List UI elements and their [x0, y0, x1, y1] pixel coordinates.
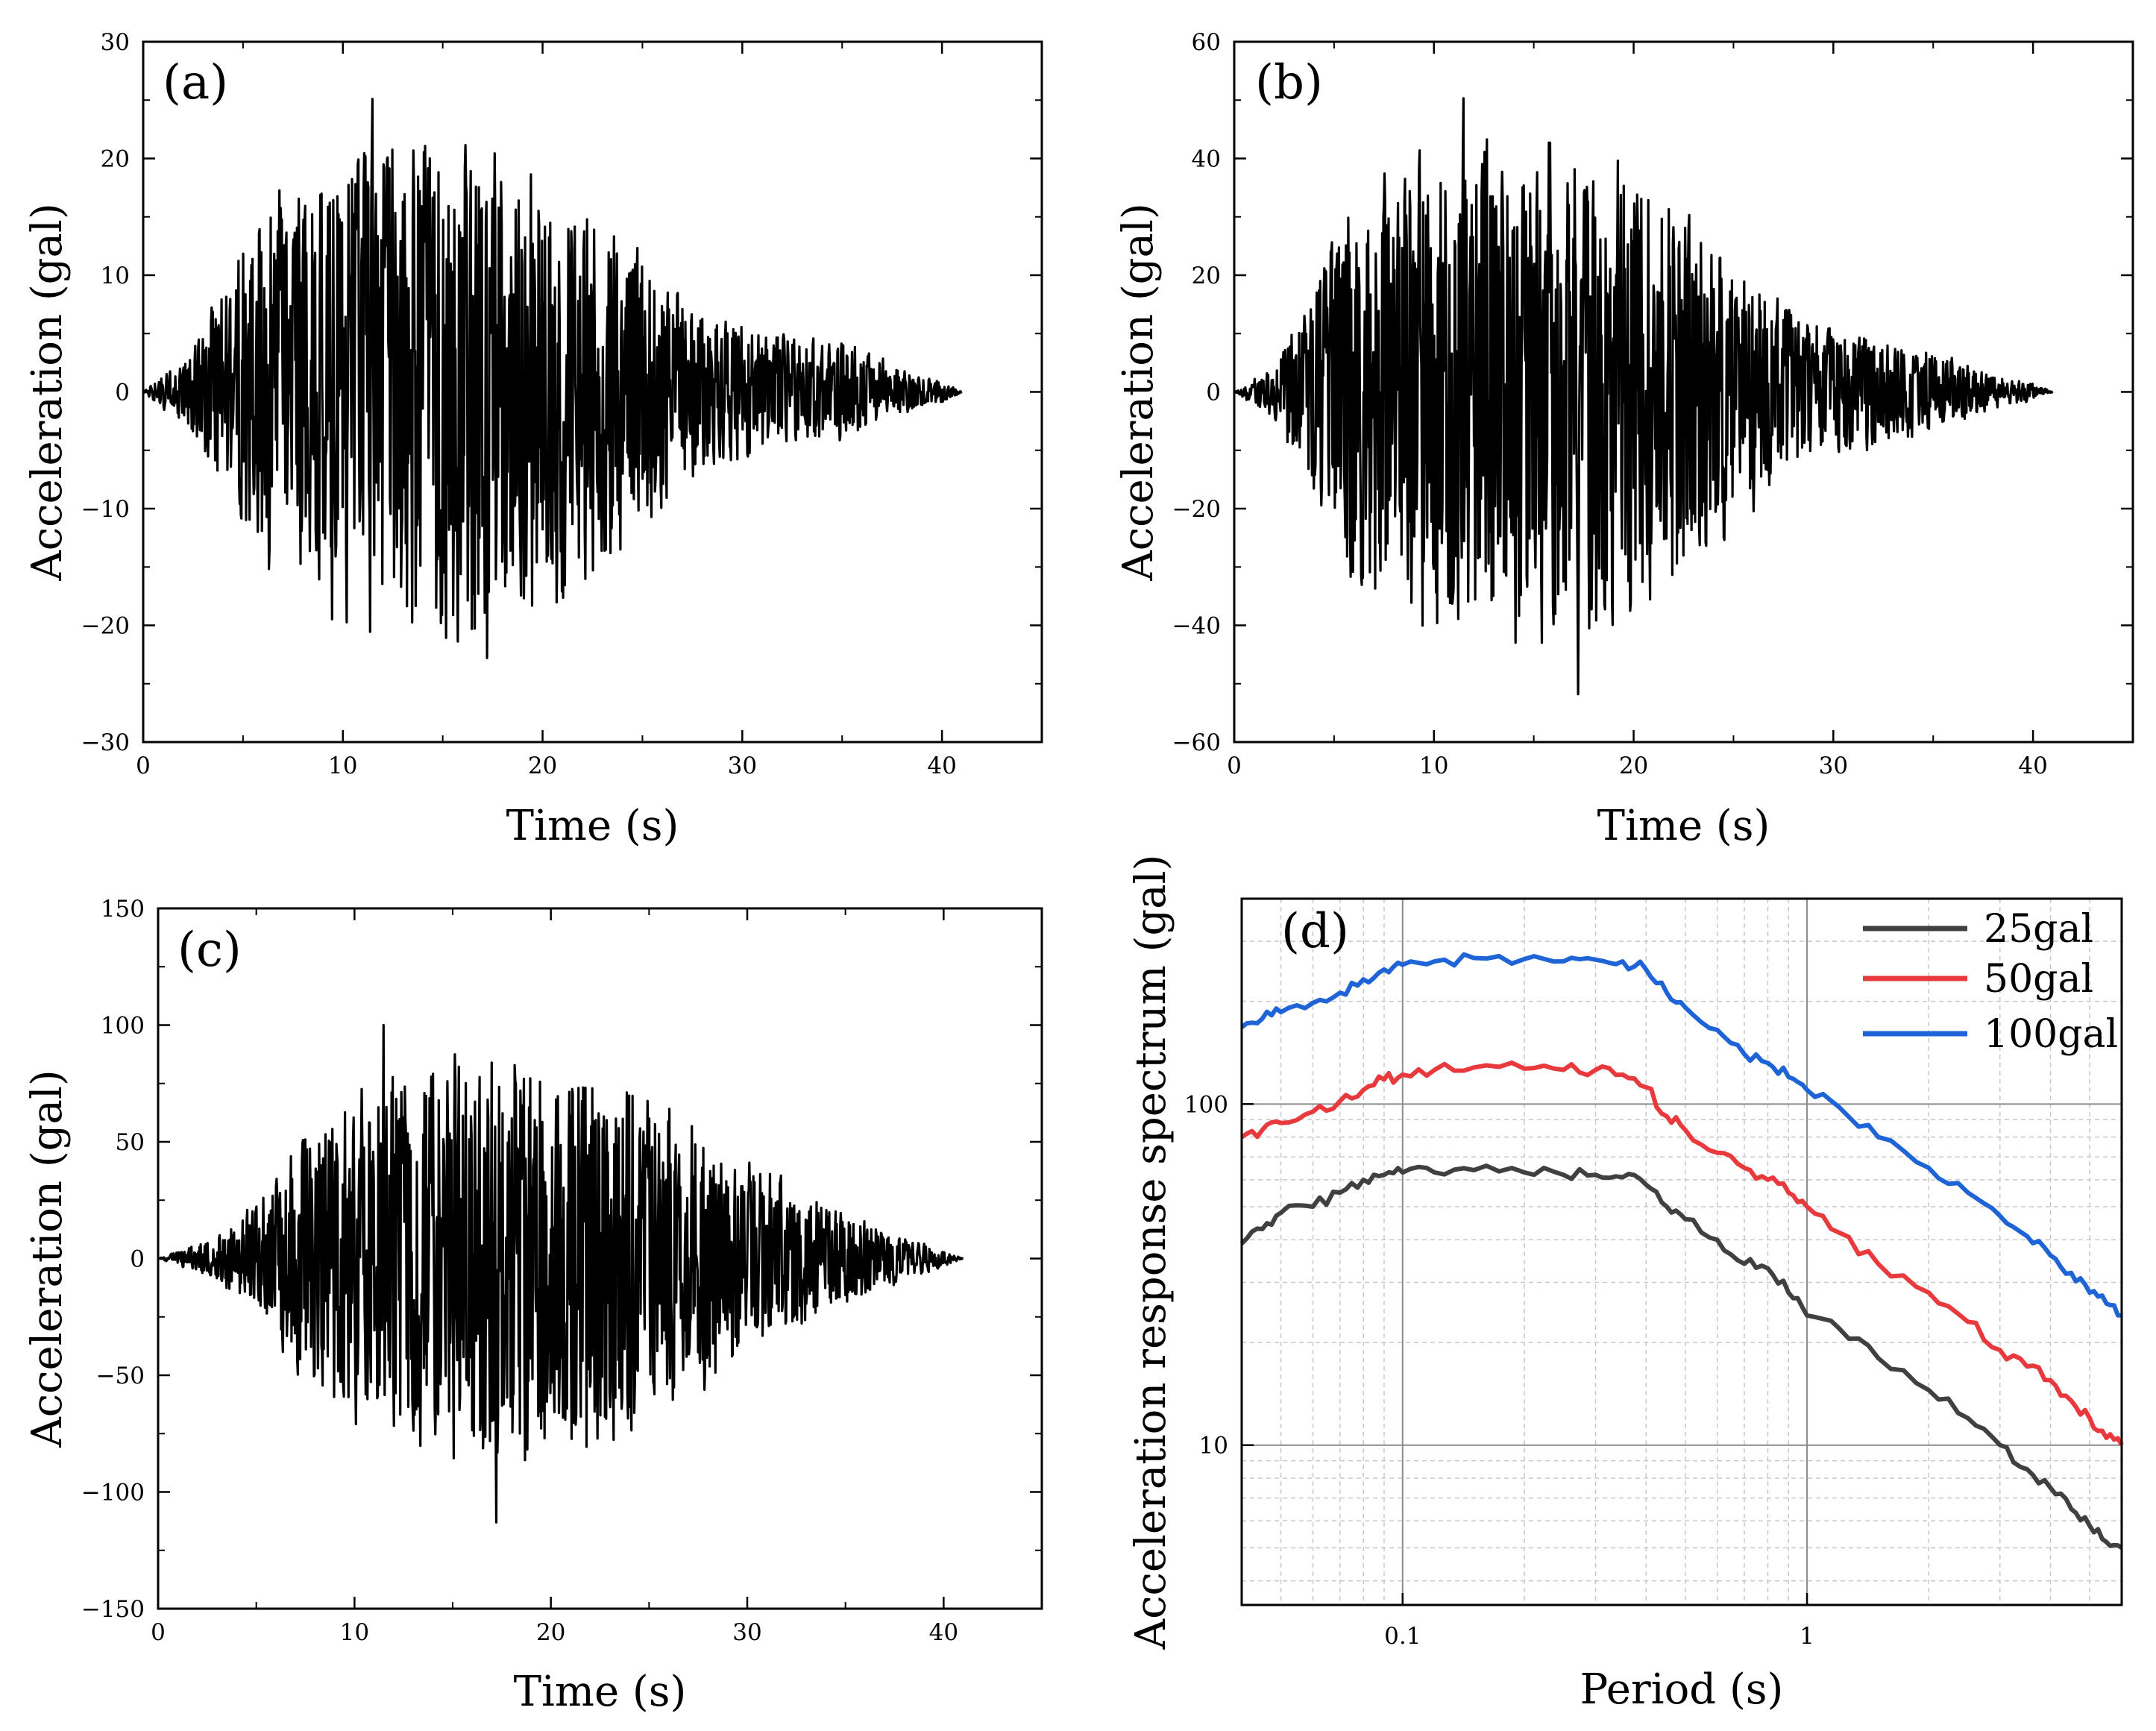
panel-b-x-tick-label: 20 [1619, 753, 1648, 779]
panel-a-y-tick-label: −20 [81, 613, 130, 640]
panel-a-y-tick-label: −30 [81, 729, 130, 756]
panel-a-y-tick-label: 0 [115, 380, 130, 406]
panel-a-y-tick-label: 20 [101, 146, 130, 173]
panel-a-trace-layer [142, 98, 963, 659]
panel-a-x-tick-label: 40 [927, 753, 956, 779]
panel-b-y-tick-label: 20 [1192, 263, 1221, 289]
panel-c-label: (c) [177, 923, 242, 978]
panel-c-trace-layer [157, 1023, 964, 1524]
panel-c-acceleration-trace [157, 1023, 964, 1524]
panel-a-acceleration-trace [142, 98, 963, 659]
panel-d: 0.1 1 10 100 (d) Period (s) Acceleration re… [1127, 855, 2124, 1714]
panel-b-y-tick-label: −20 [1172, 496, 1221, 523]
panel-b-x-tick-label: 40 [2018, 753, 2047, 779]
panel-c-ylabel: Acceleration (gal) [23, 1069, 72, 1448]
panel-c-x-tick-label: 10 [340, 1619, 369, 1646]
panel-b-xlabel: Time (s) [1597, 802, 1770, 850]
panel-d-frame [1240, 897, 2123, 1606]
panel-c-y-tick-label: 0 [130, 1246, 145, 1273]
panel-a-x-tick-label: 10 [328, 753, 357, 779]
panel-a-label: (a) [163, 55, 228, 110]
panel-c-x-tick-label: 0 [151, 1619, 166, 1646]
series-line-25gal [1239, 1163, 2123, 1550]
panel-d-y-tick-label: 100 [1184, 1091, 1228, 1118]
panel-a-x-tick-label: 30 [728, 753, 757, 779]
panel-d-x-tick-label: 0.1 [1384, 1623, 1421, 1650]
panel-a-y-tick-label: −10 [81, 496, 130, 523]
panel-d-legend: 25gal 50gal 100gal [1863, 907, 2118, 1057]
panel-c-tick-layer: 0 10 20 30 40 −150 −100 −50 0 50 100 150 [81, 896, 1042, 1646]
panel-a-tick-layer: 0 10 20 30 40 −30 −20 −10 0 10 20 30 [81, 29, 1042, 779]
panel-b-ylabel: Acceleration (gal) [1114, 203, 1163, 581]
series-line-50gal [1240, 1061, 2124, 1447]
panel-c-xlabel: Time (s) [514, 1668, 687, 1716]
panel-b-x-tick-label: 10 [1419, 753, 1448, 779]
legend-label-50gal: 50gal [1984, 957, 2093, 1002]
panel-a-xlabel: Time (s) [506, 802, 679, 850]
panel-d-ylabel: Acceleration response spectrum (gal) [1127, 855, 1175, 1650]
panel-b-y-tick-label: −40 [1172, 613, 1221, 640]
panel-c-y-tick-label: −50 [96, 1363, 145, 1389]
panel-d-x-tick-label: 1 [1800, 1623, 1814, 1650]
panel-d-tick-layer: 0.1 1 10 100 [1184, 1091, 1814, 1650]
series-line-100gal [1240, 952, 2122, 1318]
panel-c-y-tick-label: 50 [116, 1129, 145, 1156]
panel-b-tick-layer: 0 10 20 30 40 −60 −40 −20 0 20 40 60 [1172, 29, 2133, 779]
panel-d-grid-layer [1241, 898, 2122, 1605]
panel-d-label: (d) [1281, 904, 1349, 959]
panel-d-y-tick-label: 10 [1199, 1433, 1228, 1460]
panel-b-y-tick-label: 0 [1206, 380, 1221, 406]
panel-b-y-tick-label: 60 [1192, 29, 1221, 56]
panel-b-y-tick-label: −60 [1172, 729, 1221, 756]
panel-b-trace-layer [1233, 97, 2054, 696]
panel-b-x-tick-label: 0 [1227, 753, 1242, 779]
panel-c-y-tick-label: 100 [101, 1013, 145, 1040]
panel-b-y-tick-label: 40 [1192, 146, 1221, 173]
panel-a-y-tick-label: 10 [101, 263, 130, 289]
panel-c-y-tick-label: 150 [101, 896, 145, 923]
legend-label-25gal: 25gal [1984, 907, 2093, 952]
panel-b-x-tick-label: 30 [1819, 753, 1848, 779]
panel-c-x-tick-label: 20 [536, 1619, 565, 1646]
panel-c: 0 10 20 30 40 −150 −100 −50 0 50 100 150 (c) Time (… [23, 896, 1043, 1716]
panel-b-acceleration-trace [1233, 97, 2054, 696]
panel-d-series-layer [1239, 952, 2124, 1550]
legend-label-100gal: 100gal [1984, 1012, 2118, 1057]
panel-a: 0 10 20 30 40 −30 −20 −10 0 10 20 30 (a) Time (s) A… [23, 29, 1043, 850]
panel-c-x-tick-label: 40 [929, 1619, 958, 1646]
panel-c-x-tick-label: 30 [732, 1619, 761, 1646]
panel-a-x-tick-label: 0 [136, 753, 151, 779]
panel-c-y-tick-label: −100 [81, 1480, 145, 1507]
panel-a-ylabel: Acceleration (gal) [23, 203, 72, 581]
panel-a-y-tick-label: 30 [101, 29, 130, 56]
panel-b-label: (b) [1255, 55, 1323, 110]
panel-d-xlabel: Period (s) [1580, 1665, 1784, 1714]
panel-a-x-tick-label: 20 [528, 753, 557, 779]
panel-b: 0 10 20 30 40 −60 −40 −20 0 20 40 60 (b) Time (s) A… [1114, 29, 2134, 850]
panel-c-y-tick-label: −150 [81, 1596, 145, 1623]
